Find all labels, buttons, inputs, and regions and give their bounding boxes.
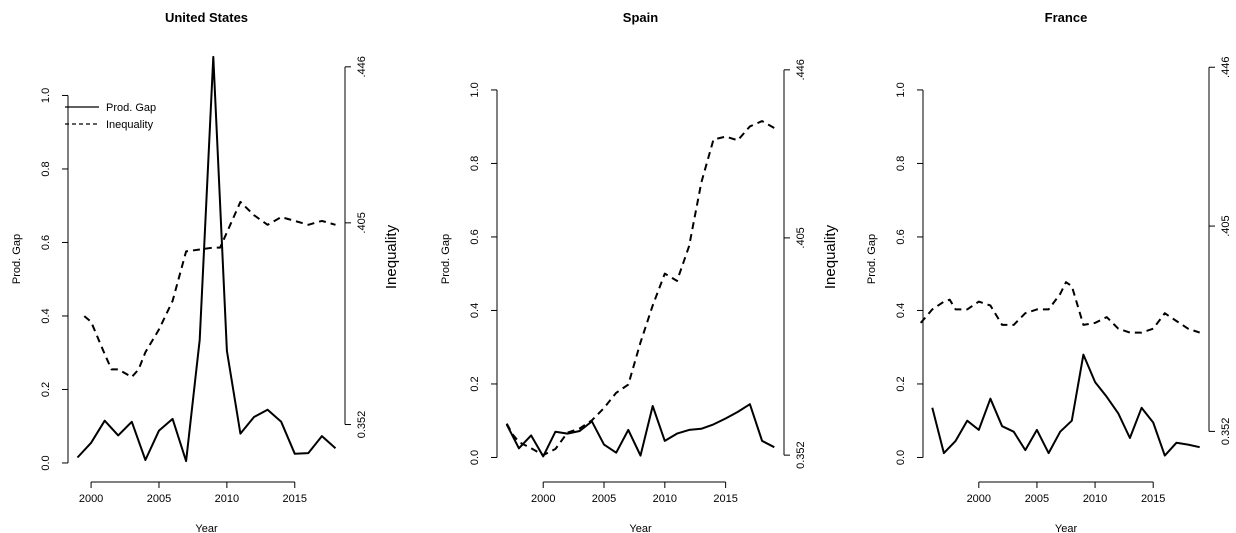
legend-label: Inequality: [106, 119, 154, 131]
y-tick-label: 1.0: [895, 82, 907, 97]
x-tick-label: 2015: [283, 493, 307, 505]
prod-gap-line: [76, 55, 337, 463]
y2-axis-label: Inequality: [822, 224, 839, 289]
chart-panel-2: Spain 0.0 0.2 0.4 0.6 0.8 1.0 Prod. Gap 0.352 .40…: [440, 10, 839, 533]
inequality-line: [83, 200, 336, 378]
y2-tick-label: 0.352: [356, 411, 368, 439]
y-tick-label: 0.6: [895, 229, 907, 244]
y-tick-label: 0.0: [895, 450, 907, 465]
y-tick-label: 0.0: [469, 450, 481, 465]
y-tick-label: 0.2: [40, 382, 52, 397]
x-axis-label: Year: [629, 523, 652, 533]
y-tick-label: 0.2: [469, 376, 481, 391]
y2-tick-label: .446: [795, 59, 807, 80]
chart-panel-3: France 0.0 0.2 0.4 0.6 0.8 1.0 Prod. Gap 0.352 .4…: [866, 10, 1232, 533]
x-tick-label: 2000: [79, 493, 103, 505]
y-tick-label: 0.4: [469, 303, 481, 318]
y-tick-label: 0.8: [469, 156, 481, 171]
y-tick-label: 0.8: [895, 156, 907, 171]
y-tick-label: 0.6: [40, 235, 52, 250]
x-axis-label: Year: [195, 523, 218, 533]
inequality-line: [919, 281, 1201, 334]
y2-tick-label: .446: [1220, 57, 1232, 78]
inequality-line: [505, 120, 775, 457]
y2-tick-label: .405: [1220, 215, 1232, 236]
y2-tick-label: .446: [356, 56, 368, 77]
chart-title: United States: [165, 10, 248, 25]
y-axis-label: Prod. Gap: [11, 234, 23, 284]
x-tick-label: 2010: [215, 493, 239, 505]
x-tick-label: 2010: [653, 493, 677, 505]
y2-tick-label: 0.352: [1220, 418, 1232, 446]
chart-panel-1: United States 0.0 0.2 0.4 0.6 0.8 1.0 Prod. Gap…: [11, 10, 400, 533]
y2-tick-label: 0.352: [795, 441, 807, 469]
y-tick-label: 0.4: [895, 303, 907, 318]
prod-gap-line: [505, 403, 775, 458]
y-tick-label: 0.2: [895, 376, 907, 391]
y-axis-label: Prod. Gap: [440, 234, 452, 284]
y-tick-label: 0.8: [40, 161, 52, 176]
legend: Prod. Gap Inequality: [65, 102, 156, 131]
y-tick-label: 0.4: [40, 308, 52, 323]
y-tick-label: 0.0: [40, 455, 52, 470]
prod-gap-line: [931, 353, 1200, 457]
x-tick-label: 2015: [1141, 493, 1165, 505]
y2-axis-label: Inequality: [383, 224, 400, 289]
x-tick-label: 2005: [147, 493, 171, 505]
y2-tick-label: .405: [356, 212, 368, 233]
y-tick-label: 0.6: [469, 229, 481, 244]
chart-title: Spain: [623, 10, 658, 25]
y-axis-label: Prod. Gap: [866, 234, 878, 284]
x-axis-label: Year: [1055, 523, 1078, 533]
x-tick-label: 2015: [713, 493, 737, 505]
chart-title: France: [1045, 10, 1088, 25]
x-tick-label: 2005: [1025, 493, 1049, 505]
x-tick-label: 2010: [1083, 493, 1107, 505]
y-tick-label: 1.0: [469, 82, 481, 97]
y-tick-label: 1.0: [40, 88, 52, 103]
x-tick-label: 2000: [531, 493, 555, 505]
x-tick-label: 2000: [967, 493, 991, 505]
x-tick-label: 2005: [592, 493, 616, 505]
y2-tick-label: .405: [795, 227, 807, 248]
legend-label: Prod. Gap: [106, 102, 156, 114]
